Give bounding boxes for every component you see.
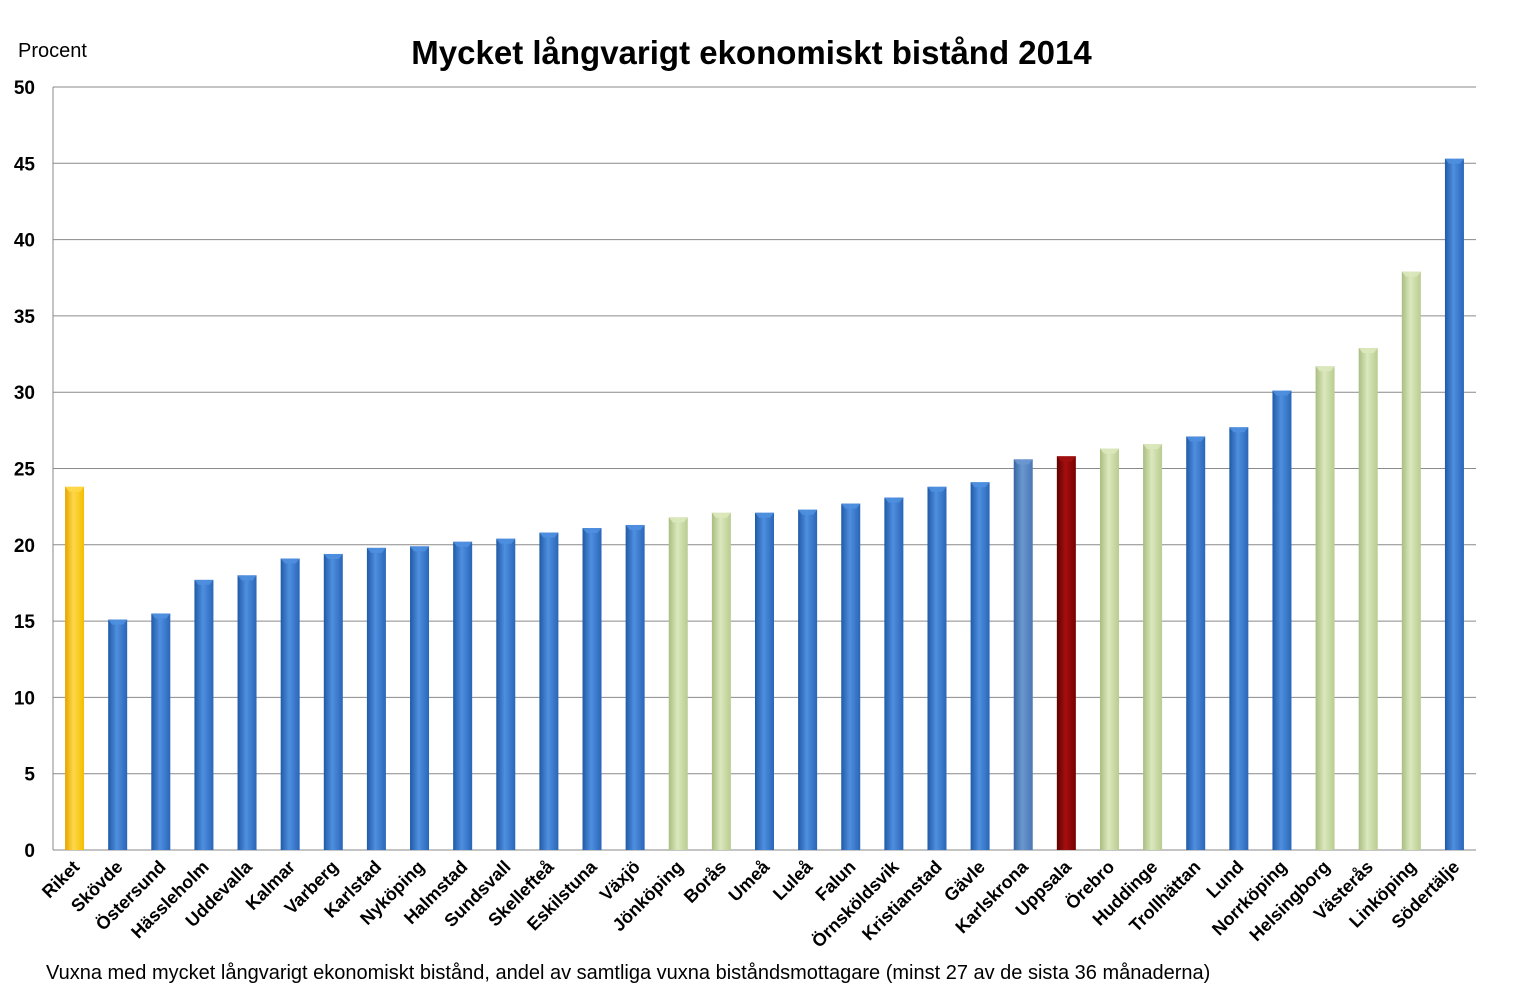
bar-cap: [496, 538, 516, 544]
y-tick-label: 35: [14, 307, 36, 328]
bar-cap: [237, 575, 257, 581]
bar-cap: [1229, 427, 1249, 433]
bar: [1315, 366, 1335, 850]
y-tick-label: 30: [14, 383, 35, 404]
y-tick-label: 20: [14, 536, 35, 557]
bar: [108, 619, 128, 850]
bar-cap: [323, 553, 343, 559]
x-category-labels: RiketSkövdeÖstersundHässleholmUddevallaK…: [38, 856, 1463, 951]
bar: [711, 512, 731, 850]
bar-cap: [194, 579, 214, 585]
bar-cap: [970, 482, 990, 488]
bar-cap: [108, 619, 128, 625]
bar: [194, 579, 214, 850]
bar-cap: [755, 512, 774, 518]
bar: [1099, 448, 1119, 850]
bar-cap: [65, 486, 85, 492]
bar-cap: [841, 503, 861, 509]
bar-cap: [927, 486, 947, 492]
bar: [1444, 158, 1464, 851]
bar: [1143, 444, 1163, 850]
x-tick-label: Borås: [680, 857, 730, 907]
bar: [884, 497, 904, 850]
bars: [65, 158, 1464, 851]
x-tick-label: Umeå: [725, 856, 775, 906]
bar-cap: [366, 547, 386, 553]
bar: [410, 546, 430, 850]
bar: [927, 486, 947, 850]
y-tick-label: 5: [24, 765, 35, 786]
bar-cap: [798, 509, 818, 515]
bar: [582, 528, 602, 850]
bar-cap: [625, 524, 645, 530]
y-tick-label: 0: [24, 841, 35, 862]
y-tick-label: 45: [14, 154, 36, 175]
bar-cap: [884, 497, 904, 503]
y-tick-label: 40: [14, 231, 35, 252]
bar-cap: [410, 546, 430, 552]
bar-cap: [1099, 448, 1119, 454]
bar: [1013, 459, 1033, 850]
bar-cap: [1143, 444, 1163, 450]
bar: [323, 553, 343, 850]
bar-cap: [539, 532, 559, 538]
bar: [65, 486, 85, 850]
bar: [1186, 436, 1206, 850]
bar: [1401, 271, 1421, 850]
bar: [841, 503, 861, 850]
bar-cap: [1401, 271, 1421, 277]
bar: [1229, 427, 1249, 850]
y-axis-label: Procent: [18, 40, 87, 62]
x-tick-label: Luleå: [769, 856, 817, 904]
bar: [453, 541, 473, 850]
bar: [1358, 347, 1378, 850]
bar: [280, 558, 300, 850]
bar: [1056, 456, 1076, 850]
y-tick-label: 25: [14, 460, 36, 481]
bar-cap: [668, 517, 688, 523]
y-tick-labels: 0 5 10 15 20 25 30 35 40 45 50: [14, 78, 36, 862]
footnote: Vuxna med mycket långvarigt ekonomiskt b…: [46, 962, 1211, 984]
bar-cap: [1013, 459, 1033, 465]
bar: [668, 517, 688, 850]
bar-cap: [1272, 390, 1292, 396]
bar-cap: [280, 558, 300, 564]
y-tick-label: 10: [14, 688, 35, 709]
y-tick-label: 15: [14, 612, 36, 633]
bar-cap: [711, 512, 731, 518]
bar: [237, 575, 257, 850]
bar: [496, 538, 516, 850]
bar: [151, 613, 171, 850]
bar-cap: [1358, 347, 1378, 353]
bar-cap: [1186, 436, 1206, 442]
chart-title: Mycket långvarigt ekonomiskt bistånd 201…: [411, 34, 1092, 71]
bar-cap: [1444, 158, 1464, 164]
bar: [539, 532, 559, 850]
bar-cap: [453, 541, 473, 547]
bar-cap: [582, 528, 602, 534]
bar: [798, 509, 818, 850]
bar-cap: [1056, 456, 1076, 462]
bar: [1272, 390, 1292, 850]
bar: [366, 547, 386, 850]
bar-cap: [151, 613, 171, 619]
bar: [625, 524, 645, 850]
y-tick-label: 50: [14, 78, 35, 99]
bar: [755, 512, 774, 850]
bar: [970, 482, 990, 850]
bar-cap: [1315, 366, 1335, 372]
